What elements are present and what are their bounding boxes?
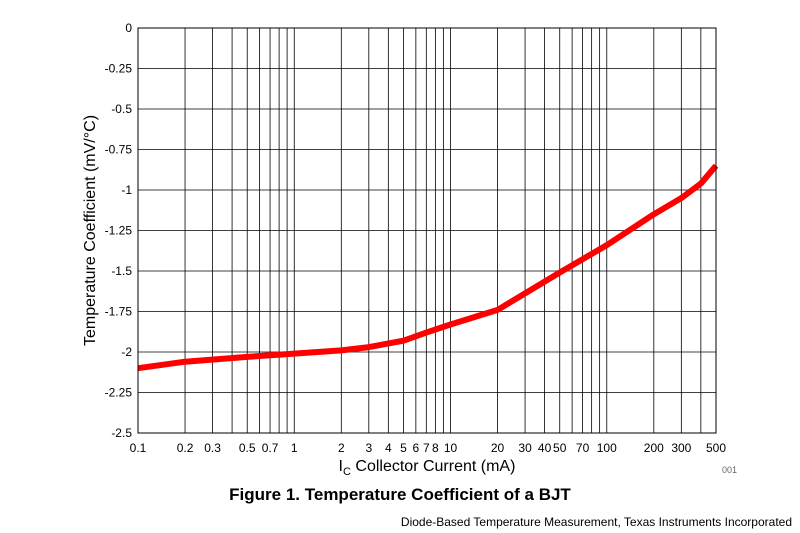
series-layer	[137, 163, 719, 372]
y-tick-label: -0.25	[105, 62, 133, 76]
y-axis-title: Temperature Coefficient (mV/°C)	[82, 115, 99, 346]
x-tick-label: 5	[400, 441, 407, 455]
x-tick-label: 100	[597, 441, 617, 455]
y-tick-label: -1.5	[111, 264, 132, 278]
x-tick-label: 0.7	[262, 441, 279, 455]
y-tick-label: -1	[121, 183, 132, 197]
y-tick-label: -2.5	[111, 426, 132, 440]
x-tick-label: 8	[432, 441, 439, 455]
x-tick-label: 30	[518, 441, 532, 455]
x-tick-labels: 0.1 0.2 0.3 0.5 0.7 1 2 3 4 5 6 7 8 10 20 30 40 50 70 100 20…	[130, 441, 727, 455]
series-line	[137, 163, 719, 372]
x-axis-title-rest: Collector Current (mA)	[351, 458, 515, 475]
x-tick-label: 0.2	[177, 441, 194, 455]
x-axis-title-main: I	[339, 458, 343, 475]
x-tick-label: 200	[644, 441, 664, 455]
y-tick-labels: 0 -0.25 -0.5 -0.75 -1 -1.25 -1.5 -1.75 -2 -2.25 -2…	[105, 21, 133, 440]
x-tick-label: 40	[538, 441, 552, 455]
y-tick-label: -0.5	[111, 102, 132, 116]
x-tick-label: 20	[491, 441, 505, 455]
x-tick-label: 6	[413, 441, 420, 455]
x-tick-label: 1	[291, 441, 298, 455]
figure-id: 001	[722, 465, 737, 475]
y-tick-label: -0.75	[105, 143, 133, 157]
y-tick-label: -2.25	[105, 386, 133, 400]
y-tick-label: -1.25	[105, 224, 133, 238]
x-tick-label: 500	[706, 441, 726, 455]
x-tick-label: 4	[385, 441, 392, 455]
y-tick-label: -2	[121, 345, 132, 359]
x-axis-title-subscript: C	[343, 466, 351, 478]
x-tick-label: 70	[576, 441, 590, 455]
x-tick-label: 7	[423, 441, 430, 455]
x-tick-label: 0.1	[130, 441, 147, 455]
x-tick-label: 300	[671, 441, 691, 455]
y-tick-label: -1.75	[105, 305, 133, 319]
x-axis-title: IC Collector Current (mA)	[339, 458, 516, 478]
x-tick-label: 2	[338, 441, 345, 455]
grid	[137, 27, 717, 434]
x-tick-label: 0.5	[239, 441, 256, 455]
y-tick-label: 0	[125, 21, 132, 35]
source-attribution: Diode-Based Temperature Measurement, Tex…	[400, 515, 792, 529]
x-tick-label: 50	[553, 441, 567, 455]
x-tick-label: 0.3	[204, 441, 221, 455]
plot-frame	[137, 27, 717, 434]
x-tick-label: 3	[365, 441, 372, 455]
figure-caption: Figure 1. Temperature Coefficient of a B…	[229, 485, 571, 504]
x-tick-label: 10	[444, 441, 458, 455]
